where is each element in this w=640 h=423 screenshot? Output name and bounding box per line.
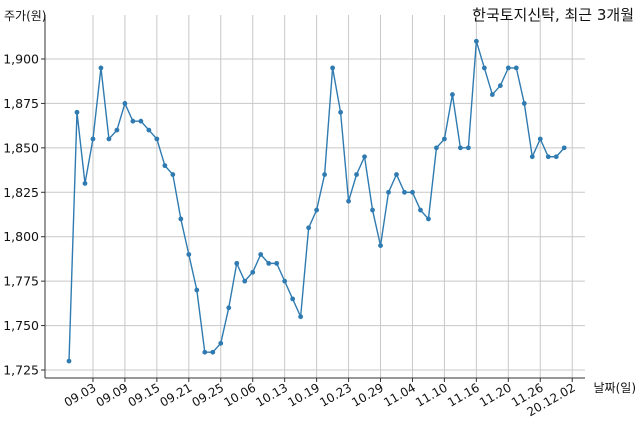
data-point [242, 278, 248, 284]
data-point [274, 260, 280, 266]
y-tick-label: 1,850 [3, 140, 39, 155]
data-point [394, 172, 399, 177]
x-tick-labels: 09.0309.0909.1509.2109.2510.0610.1310.19… [62, 378, 578, 419]
x-tick-label: 09.15 [126, 380, 163, 409]
data-point [162, 163, 168, 169]
data-point [66, 358, 72, 364]
x-axis-label: 날짜(일) [594, 381, 636, 395]
x-tick-label: 10.29 [349, 380, 386, 409]
data-point [266, 260, 272, 266]
data-point [338, 109, 343, 115]
data-point [505, 65, 511, 71]
data-point [74, 109, 80, 115]
data-point [497, 83, 503, 89]
data-point [210, 349, 216, 355]
x-tick-label: 09.21 [158, 380, 195, 409]
data-point [442, 136, 447, 142]
data-point [346, 198, 351, 204]
data-point [465, 145, 471, 151]
data-point [106, 136, 112, 142]
data-point [537, 136, 543, 142]
data-point [370, 207, 375, 213]
y-tick-label: 1,875 [3, 96, 39, 111]
x-tick-label: 11.04 [381, 380, 418, 409]
data-point [154, 136, 160, 142]
x-tick-label: 10.23 [317, 380, 354, 409]
data-point [513, 65, 519, 71]
data-point [529, 154, 535, 160]
data-point [170, 172, 176, 177]
x-tick-label: 09.03 [62, 380, 99, 409]
x-tick-label: 11.16 [445, 380, 482, 409]
data-point [90, 136, 96, 142]
axes [44, 15, 585, 379]
data-point [114, 127, 120, 133]
data-point [473, 38, 479, 44]
data-point [98, 65, 104, 71]
data-point [226, 305, 232, 311]
data-point [290, 296, 296, 302]
data-point [298, 314, 304, 320]
y-tick-label: 1,725 [3, 363, 39, 378]
data-point [234, 260, 240, 266]
data-point [258, 252, 264, 257]
data-point [418, 207, 423, 213]
data-point [426, 216, 431, 222]
data-point [202, 349, 208, 355]
data-point [306, 225, 312, 231]
data-point [122, 101, 128, 106]
data-point [282, 278, 288, 284]
data-point [386, 189, 391, 195]
data-point [354, 172, 359, 177]
data-point [194, 287, 200, 293]
x-tick-label: 09.09 [94, 380, 131, 409]
y-tick-labels: 1,725 1,750 1,775 1,800 1,825 1,850 1,875 1,900 [3, 52, 45, 378]
data-point [378, 243, 383, 249]
x-tick-label: 10.06 [221, 380, 258, 409]
data-point [146, 127, 152, 133]
data-point [330, 65, 335, 71]
data-point [489, 92, 495, 97]
y-tick-label: 1,775 [3, 274, 39, 289]
y-tick-label: 1,750 [3, 318, 39, 333]
x-tick-label: 09.25 [190, 380, 227, 409]
data-point [82, 181, 88, 186]
data-point [250, 269, 256, 275]
data-point [218, 340, 224, 346]
data-point [314, 207, 320, 213]
chart-title: 한국토지신탁, 최근 3개월 [472, 6, 634, 24]
x-tick-label: 11.20 [477, 380, 514, 409]
gridlines [45, 15, 585, 378]
y-axis-label: 주가(원) [4, 9, 46, 23]
y-tick-label: 1,825 [3, 185, 39, 200]
x-tick-label: 10.13 [253, 380, 290, 409]
x-tick-label: 11.10 [413, 380, 450, 409]
data-point [450, 92, 455, 97]
data-points [66, 38, 567, 364]
data-point [322, 172, 327, 177]
data-point [561, 145, 567, 151]
y-tick-label: 1,800 [3, 229, 39, 244]
data-point [362, 154, 367, 160]
data-point [481, 65, 487, 71]
x-tick-label: 10.19 [285, 380, 322, 409]
data-point [410, 189, 415, 195]
data-point [553, 154, 559, 160]
data-point [130, 118, 136, 124]
data-point [138, 118, 144, 124]
y-tick-label: 1,900 [3, 52, 39, 67]
data-point [186, 252, 192, 257]
data-point [457, 145, 463, 151]
data-point [402, 189, 407, 195]
data-point [545, 154, 551, 160]
data-point [178, 216, 184, 222]
data-point [521, 101, 527, 106]
data-point [434, 145, 439, 151]
